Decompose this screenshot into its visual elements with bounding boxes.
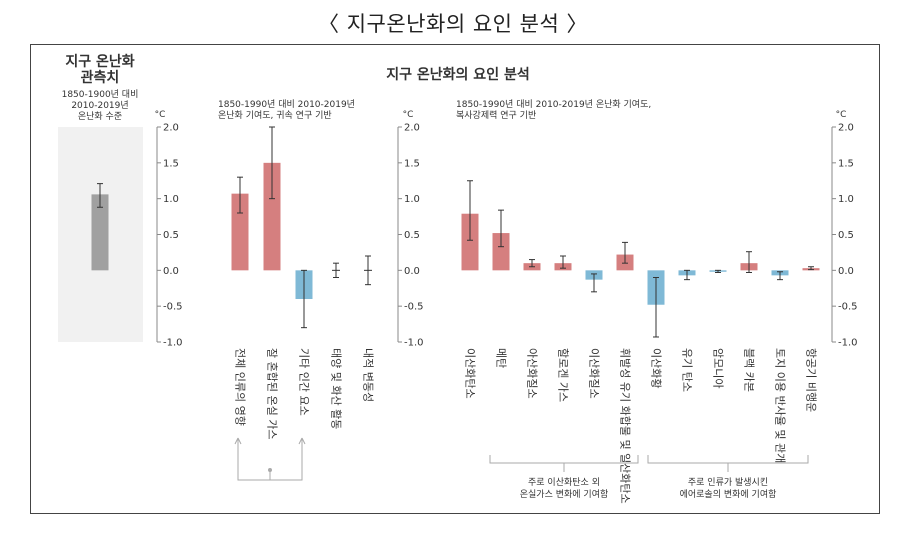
radiative-category-label: 항공기 비행운 [805, 348, 818, 412]
radiative-tick-label: 1.5 [838, 158, 854, 169]
radiative-tick-label: -0.5 [838, 302, 858, 313]
aerosol-group-label-line2: 에어로솔의 변화에 기여함 [680, 488, 777, 500]
attributed-unit-label: °C [403, 110, 414, 120]
radiative-category-label: 이산화질소 [588, 348, 601, 399]
ghg-bracket [489, 455, 639, 464]
figure-frame [30, 44, 880, 514]
radiative-tick-label: 0.0 [838, 266, 854, 277]
observed-heading-line1: 지구 온난화 [65, 53, 134, 70]
observed-tick-label: 0.0 [163, 266, 179, 277]
radiative-bar [461, 213, 479, 271]
radiative-bar [492, 233, 510, 271]
observed-heading-line2: 관측치 [81, 69, 120, 86]
attributed-tick-label: 0.0 [404, 266, 420, 277]
observed-tick-label: 1.5 [163, 158, 179, 169]
radiative-category-label: 아산화질소 [526, 348, 539, 399]
radiative-category-label: 이산화황 [650, 348, 663, 388]
observed-subtitle-line1: 1850-1900년 대비 [62, 89, 139, 100]
ghg-group-label-line2: 온실가스 변화에 기여함 [520, 488, 609, 500]
radiative-tick-label: 0.5 [838, 230, 854, 241]
attributed-category-label: 전체 인류의 영향 [234, 348, 247, 426]
radiative-category-label: 휘발성 유기 화합물 및 일산화탄소 [619, 348, 633, 504]
attributed-chart: °C 2.0 1.5 1.0 0.5 0.0 -0.5 -1.0 전체 인류의 영향 잘 혼합된 … [231, 110, 424, 439]
attributed-tick-label: 1.5 [404, 158, 420, 169]
observed-bar [91, 194, 109, 271]
attributed-tick-label: 0.5 [404, 230, 420, 241]
radiative-subtitle-line2: 복사강제력 연구 기반 [456, 109, 536, 121]
attributed-category-label: 태양 및 화산 활동 [330, 348, 344, 429]
page-title: 〈 지구온난화의 요인 분석 〉 [318, 12, 588, 36]
radiative-chart: °C 2.0 1.5 1.0 0.5 0.0 -0.5 -1.0 이산화탄소 메탄 아산화질소 할로겐… [461, 110, 858, 504]
radiative-category-label: 할로겐 가스 [557, 348, 570, 402]
observed-tick-label: 0.5 [163, 230, 179, 241]
attributed-tick-label: -0.5 [404, 302, 424, 313]
radiative-category-label: 유기 탄소 [681, 348, 694, 392]
attributed-bar [263, 162, 281, 271]
radiative-category-label: 토지 이용 반사율 및 관개 [774, 348, 787, 463]
radiative-tick-label: -1.0 [838, 338, 858, 349]
observed-tick-label: 2.0 [163, 123, 179, 134]
radiative-category-label: 블랙 카본 [743, 348, 756, 392]
attributed-subtitle-line2: 온난화 기여도, 귀속 연구 기반 [218, 109, 332, 121]
attributed-tick-label: 1.0 [404, 194, 420, 205]
radiative-unit-label: °C [836, 110, 847, 120]
radiative-tick-label: 1.0 [838, 194, 854, 205]
attributed-category-label: 내적 변동성 [362, 348, 375, 402]
radiative-subtitle-line1: 1850-1990년 대비 2010-2019년 온난화 기여도, [456, 98, 651, 110]
observed-unit-label: °C [155, 110, 166, 120]
figure-title: 지구 온난화의 요인 분석 [386, 66, 529, 83]
attributed-category-label: 잘 혼합된 온실 가스 [266, 348, 279, 439]
attributed-tick-label: 2.0 [404, 123, 420, 134]
observed-tick-label: 1.0 [163, 194, 179, 205]
observed-subtitle-line3: 온난화 수준 [78, 111, 122, 122]
radiative-category-label: 암모니아 [712, 348, 725, 388]
attributed-subtitle-line1: 1850-1990년 대비 2010-2019년 [218, 99, 355, 110]
observed-chart: °C 2.0 1.5 1.0 0.5 0.0 -0.5 -1.0 [91, 110, 183, 349]
radiative-category-label: 이산화탄소 [464, 348, 477, 399]
radiative-category-label: 메탄 [495, 348, 508, 368]
attribution-connector [234, 437, 306, 481]
ghg-group-label-line1: 주로 이산화탄소 외 [528, 476, 600, 488]
radiative-tick-label: 2.0 [838, 123, 854, 134]
observed-tick-label: -0.5 [163, 302, 183, 313]
attributed-category-label: 기타 인간 요소 [298, 348, 311, 416]
aerosol-group-label-line1: 주로 인류가 발생시킨 [688, 477, 768, 488]
attributed-tick-label: -1.0 [404, 338, 424, 349]
attributed-bar [231, 193, 249, 271]
observed-tick-label: -1.0 [163, 338, 183, 349]
observed-subtitle-line2: 2010-2019년 [71, 100, 128, 111]
